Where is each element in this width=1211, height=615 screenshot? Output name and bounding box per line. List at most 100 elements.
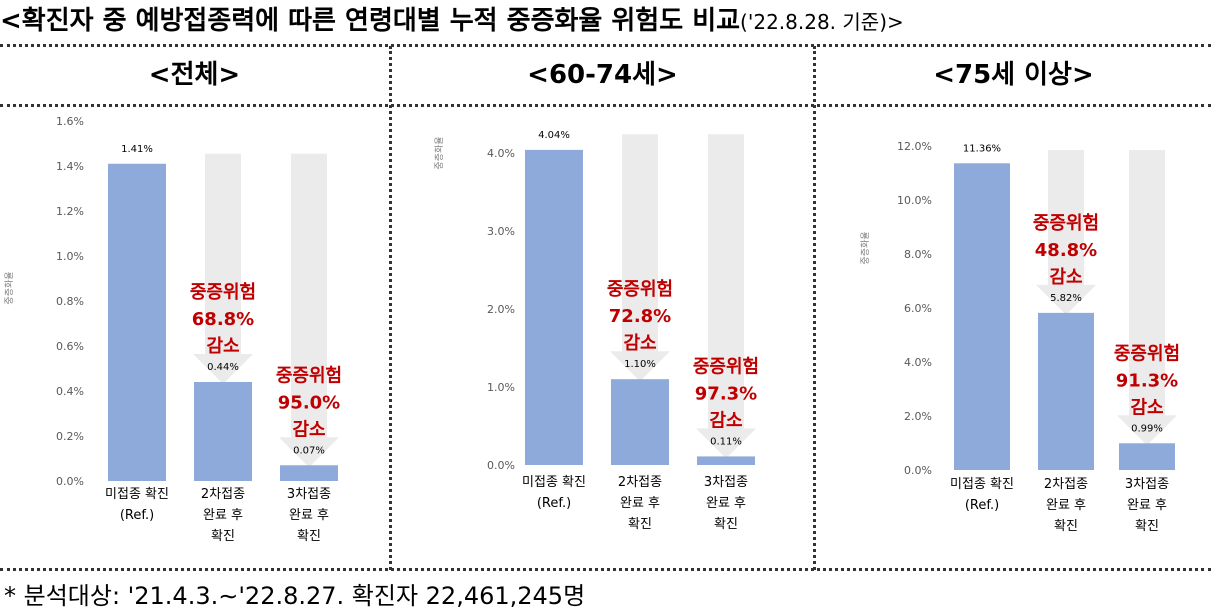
- risk-annotation: 중증위험: [693, 355, 759, 377]
- risk-annotation: 중증위험: [276, 364, 342, 386]
- reduction-arrow: [1117, 150, 1177, 446]
- y-tick-label: 4.0%: [487, 147, 515, 160]
- category-label: 완료 후: [706, 496, 746, 511]
- y-tick-label: 2.0%: [904, 410, 932, 423]
- y-tick-label: 10.0%: [897, 194, 932, 207]
- category-label: 3차접종: [1125, 477, 1169, 492]
- bar: [1119, 443, 1175, 470]
- divider-bottom: [0, 568, 1211, 571]
- chart-total: 0.0% 0.2% 0.4% 0.6% 0.8% 1.0% 1.2% 1.4% 1.6% 중증화율…: [4, 115, 342, 544]
- y-tick-label: 2.0%: [487, 303, 515, 316]
- category-label: 확진: [1054, 519, 1078, 534]
- divider-panel-2: [813, 46, 816, 570]
- title-main: <확진자 중 예방접종력에 따른 연령대별 누적 중증화율 위험도 비교: [0, 6, 741, 36]
- reduction-arrow: [279, 153, 339, 468]
- y-tick-label: 1.2%: [56, 205, 84, 218]
- risk-annotation: 97.3%: [695, 383, 757, 404]
- risk-annotation: 72.8%: [609, 306, 671, 327]
- category-label: 2차접종: [201, 487, 245, 502]
- bar-value-label: 0.99%: [1131, 423, 1163, 434]
- bar-value-label: 0.44%: [207, 362, 239, 373]
- y-tick-label: 4.0%: [904, 356, 932, 369]
- bar-value-label: 0.11%: [710, 436, 742, 447]
- risk-annotation: 감소: [1130, 397, 1163, 418]
- bar-value-label: 4.04%: [538, 130, 570, 141]
- risk-annotation: 91.3%: [1116, 370, 1178, 391]
- divider-top: [0, 44, 1211, 47]
- category-label: 미접종 확진: [950, 477, 1014, 492]
- title-date: ('22.8.28. 기준)>: [740, 10, 904, 34]
- bar: [954, 163, 1010, 470]
- category-label: 완료 후: [1127, 498, 1167, 513]
- y-tick-label: 0.6%: [56, 340, 84, 353]
- bar: [611, 379, 669, 465]
- y-axis-label: 중증화율: [4, 271, 15, 304]
- risk-annotation: 중증위험: [1033, 212, 1099, 234]
- bar: [697, 456, 755, 465]
- y-tick-label: 1.4%: [56, 160, 84, 173]
- y-tick-label: 1.0%: [487, 381, 515, 394]
- reduction-arrow: [696, 134, 756, 459]
- category-label: 완료 후: [620, 496, 660, 511]
- panel-title-total: <전체>: [148, 60, 241, 90]
- category-label: 완료 후: [1046, 498, 1086, 513]
- divider-panel-1: [389, 46, 392, 570]
- category-label: (Ref.): [537, 496, 571, 511]
- risk-annotation: 48.8%: [1035, 240, 1097, 261]
- category-label: 미접종 확진: [105, 487, 169, 502]
- risk-annotation: 감소: [623, 333, 656, 354]
- y-tick-label: 0.0%: [487, 459, 515, 472]
- page-title: <확진자 중 예방접종력에 따른 연령대별 누적 중증화율 위험도 비교('22…: [0, 0, 1211, 42]
- category-label: 확진: [211, 529, 235, 544]
- bar: [108, 163, 166, 481]
- y-tick-label: 1.6%: [56, 115, 84, 128]
- category-label: (Ref.): [965, 498, 999, 513]
- risk-annotation: 중증위험: [607, 278, 673, 300]
- bar: [280, 465, 338, 481]
- panel-title-60-74: <60-74세>: [527, 60, 678, 90]
- y-tick-label: 8.0%: [904, 248, 932, 261]
- risk-annotation: 감소: [1049, 267, 1082, 288]
- y-tick-label: 12.0%: [897, 140, 932, 153]
- y-tick-label: 6.0%: [904, 302, 932, 315]
- y-tick-label: 0.8%: [56, 295, 84, 308]
- bar: [194, 382, 252, 481]
- bar-value-label: 11.36%: [963, 143, 1001, 154]
- y-axis-label: 중증화율: [434, 136, 445, 169]
- risk-annotation: 감소: [206, 336, 239, 357]
- category-label: 2차접종: [1044, 477, 1088, 492]
- y-tick-label: 0.0%: [56, 475, 84, 488]
- category-label: 완료 후: [203, 508, 243, 523]
- y-tick-label: 0.2%: [56, 430, 84, 443]
- risk-annotation: 감소: [709, 410, 742, 431]
- category-label: 확진: [1135, 519, 1159, 534]
- category-label: 완료 후: [289, 508, 329, 523]
- bar-value-label: 1.41%: [121, 144, 153, 155]
- panel-title-75plus: <75세 이상>: [933, 60, 1094, 90]
- category-label: (Ref.): [120, 508, 154, 523]
- risk-annotation: 중증위험: [1114, 342, 1180, 364]
- divider-header: [0, 104, 1211, 107]
- category-label: 3차접종: [287, 487, 331, 502]
- risk-annotation: 감소: [292, 419, 325, 440]
- chart-60-74: 0.0% 1.0% 2.0% 3.0% 4.0% 중증화율 4.04% 1.10% 0.11% 중…: [434, 130, 759, 532]
- bar: [1038, 312, 1094, 470]
- reduction-arrow: [610, 134, 670, 382]
- category-label: 확진: [714, 517, 738, 532]
- reduction-arrow: [1036, 150, 1096, 315]
- risk-annotation: 중증위험: [190, 281, 256, 303]
- bar-value-label: 5.82%: [1050, 293, 1082, 304]
- category-label: 확진: [297, 529, 321, 544]
- category-label: 미접종 확진: [522, 475, 586, 490]
- y-tick-label: 1.0%: [56, 250, 84, 263]
- category-label: 3차접종: [704, 475, 748, 490]
- y-tick-label: 0.0%: [904, 464, 932, 477]
- y-axis-label: 중증화율: [860, 231, 871, 264]
- risk-annotation: 95.0%: [278, 392, 340, 413]
- bar: [525, 149, 583, 465]
- chart-75plus: 0.0% 2.0% 4.0% 6.0% 8.0% 10.0% 12.0% 중증화율 11.36%…: [860, 140, 1180, 534]
- category-label: 2차접종: [618, 475, 662, 490]
- footnote: * 분석대상: '21.4.3.∼'22.8.27. 확진자 22,461,24…: [4, 582, 586, 610]
- y-tick-label: 0.4%: [56, 385, 84, 398]
- risk-annotation: 68.8%: [192, 309, 254, 330]
